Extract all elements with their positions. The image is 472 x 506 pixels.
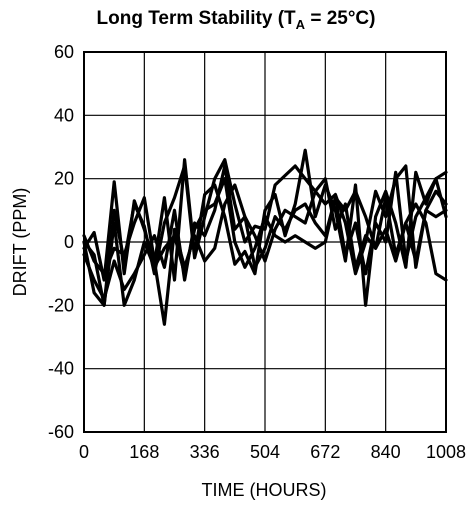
x-axis-label: TIME (HOURS) bbox=[202, 480, 327, 500]
series-line-3 bbox=[82, 164, 448, 301]
y-tick-label-0: -60 bbox=[48, 422, 74, 442]
y-tick-label-1: -40 bbox=[48, 359, 74, 379]
x-tick-label-1: 168 bbox=[129, 442, 159, 462]
chart-title-suffix: = 25°C) bbox=[305, 8, 375, 29]
x-tick-label-6: 1008 bbox=[426, 442, 466, 462]
chart-title-subscript: A bbox=[296, 17, 306, 32]
tick-labels: 0 168 336 504 672 840 1008 -60 -40 -20 0 20 40 60 bbox=[48, 42, 466, 462]
x-tick-label-2: 336 bbox=[190, 442, 220, 462]
x-tick-label-0: 0 bbox=[79, 442, 89, 462]
series-line-4 bbox=[82, 170, 448, 326]
y-tick-label-4: 20 bbox=[54, 169, 74, 189]
grid bbox=[83, 51, 447, 433]
y-axis-label: DRIFT (PPM) bbox=[10, 188, 30, 297]
x-tick-label-4: 672 bbox=[310, 442, 340, 462]
y-tick-label-2: -20 bbox=[48, 295, 74, 315]
chart-title: Long Term Stability (TA = 25°C) bbox=[97, 8, 376, 32]
x-tick-label-5: 840 bbox=[371, 442, 401, 462]
y-tick-label-5: 40 bbox=[54, 105, 74, 125]
series-layer bbox=[82, 148, 448, 326]
plot-frame bbox=[83, 51, 447, 433]
series-line-2 bbox=[82, 158, 448, 307]
axes bbox=[83, 51, 447, 433]
chart-title-main: Long Term Stability (T bbox=[97, 8, 297, 29]
y-tick-label-3: 0 bbox=[64, 232, 74, 252]
x-tick-label-3: 504 bbox=[250, 442, 280, 462]
series-line-5 bbox=[82, 177, 448, 307]
y-tick-label-6: 60 bbox=[54, 42, 74, 62]
